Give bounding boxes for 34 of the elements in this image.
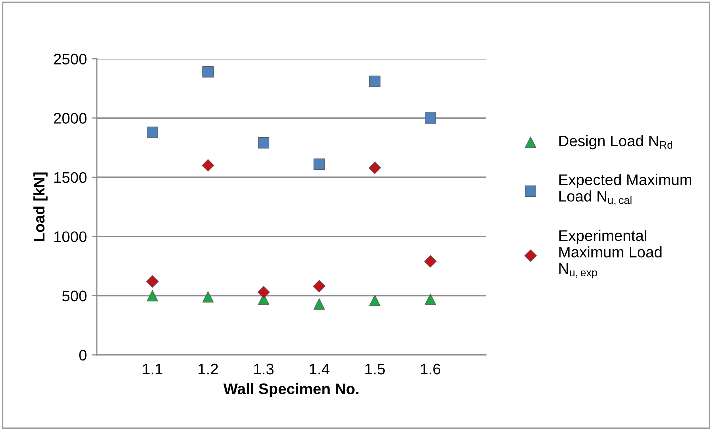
x-axis-title: Wall Specimen No. — [224, 383, 359, 398]
x-tick-label: 1.4 — [310, 364, 330, 375]
point — [369, 76, 381, 88]
legend-label: Expected Maximum Load N$_{u,cal}$ — [560, 174, 692, 206]
x-tick-label: 1.1 — [143, 364, 163, 375]
y-tick-label: 500 — [62, 290, 87, 302]
point — [146, 276, 159, 288]
point — [424, 294, 436, 306]
point — [258, 286, 270, 299]
y-tick-label: 0 — [79, 350, 87, 361]
x-tick-label: 1.5 — [366, 364, 386, 375]
point — [314, 298, 326, 310]
point — [258, 137, 270, 149]
point — [369, 295, 381, 306]
x-tick-label: 1.6 — [421, 364, 441, 375]
y-tick-label: 2500 — [54, 54, 87, 65]
point — [424, 255, 437, 268]
point — [147, 290, 158, 302]
x-tick-label: 1.2 — [198, 364, 218, 375]
y-tick-label: 1000 — [54, 232, 87, 242]
y-tick-label: 1500 — [54, 172, 87, 184]
legend-label: Experimental Maximum Load N$_{u,exp}$ — [560, 230, 662, 279]
point — [368, 162, 382, 174]
point — [202, 291, 214, 303]
point — [424, 112, 436, 124]
point — [313, 280, 326, 293]
point — [202, 66, 214, 78]
x-tick-label: 1.3 — [254, 364, 274, 375]
point — [147, 126, 158, 138]
legend-label: Design Load N$_{Rd}$ — [560, 135, 673, 150]
point — [202, 159, 214, 172]
y-tick-label: 2000 — [54, 113, 87, 124]
y-axis-title: Load [kN] — [34, 172, 48, 242]
point — [314, 158, 326, 170]
